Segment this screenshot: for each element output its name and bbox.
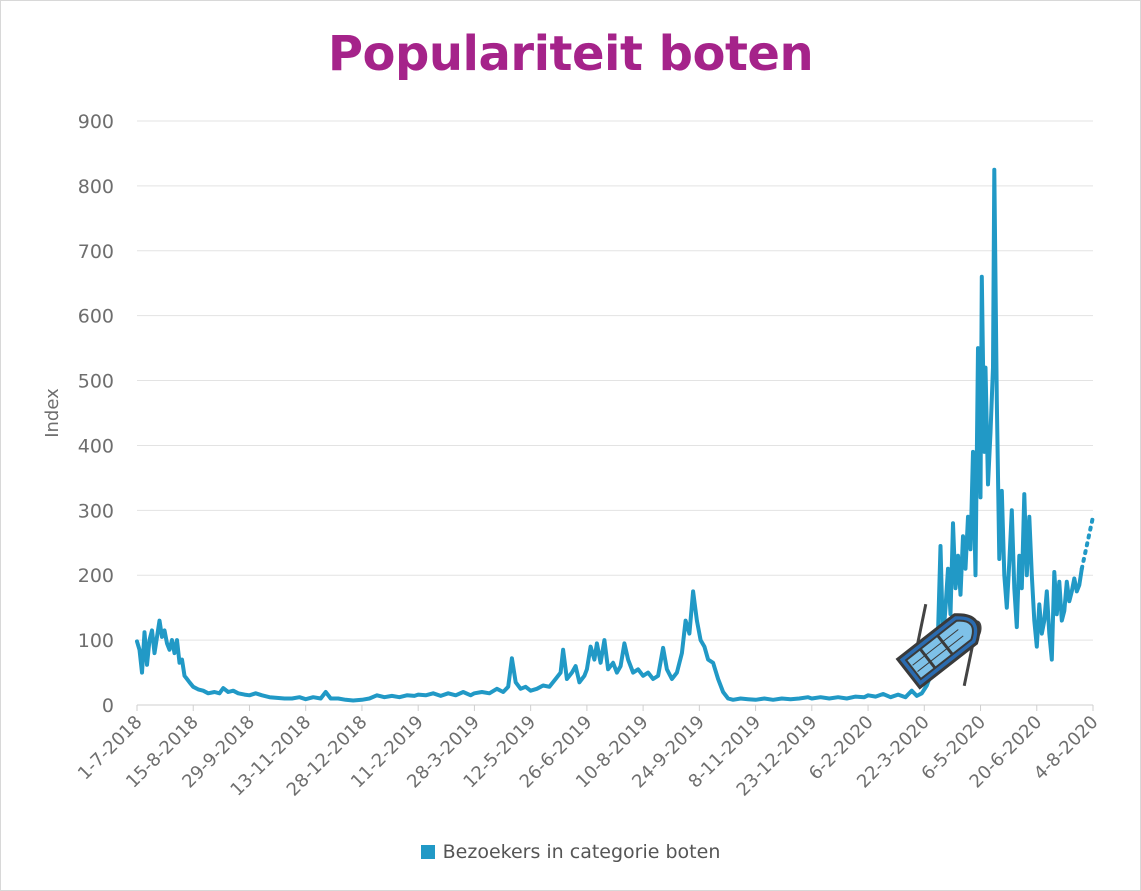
y-tick-label: 400 [78, 435, 114, 457]
series-line [135, 167, 1084, 703]
y-tick-label: 700 [78, 241, 114, 263]
y-tick-label: 300 [78, 500, 114, 522]
chart-title: Populariteit boten [327, 26, 814, 82]
y-tick-label: 100 [78, 630, 114, 652]
legend-label: Bezoekers in categorie boten [442, 841, 721, 863]
y-tick-label: 200 [78, 565, 114, 587]
y-tick-label: 900 [78, 111, 114, 133]
y-axis-title: Index [42, 388, 63, 438]
y-tick-label: 600 [78, 306, 114, 328]
x-axis-ticks: 1-7-201815-8-201829-9-201813-11-201828-1… [74, 705, 1103, 801]
y-tick-label: 0 [102, 695, 114, 717]
y-axis-ticks: 0 100 200 300 400 500 600 700 800 900 [78, 111, 114, 717]
legend-swatch [420, 845, 435, 859]
gridlines [137, 120, 1093, 706]
series-line-dashed-tail [1079, 514, 1095, 571]
legend: Bezoekers in categorie boten [0, 841, 1141, 863]
y-tick-label: 500 [78, 371, 114, 393]
rowboat-icon [895, 603, 982, 690]
y-tick-label: 800 [78, 176, 114, 198]
